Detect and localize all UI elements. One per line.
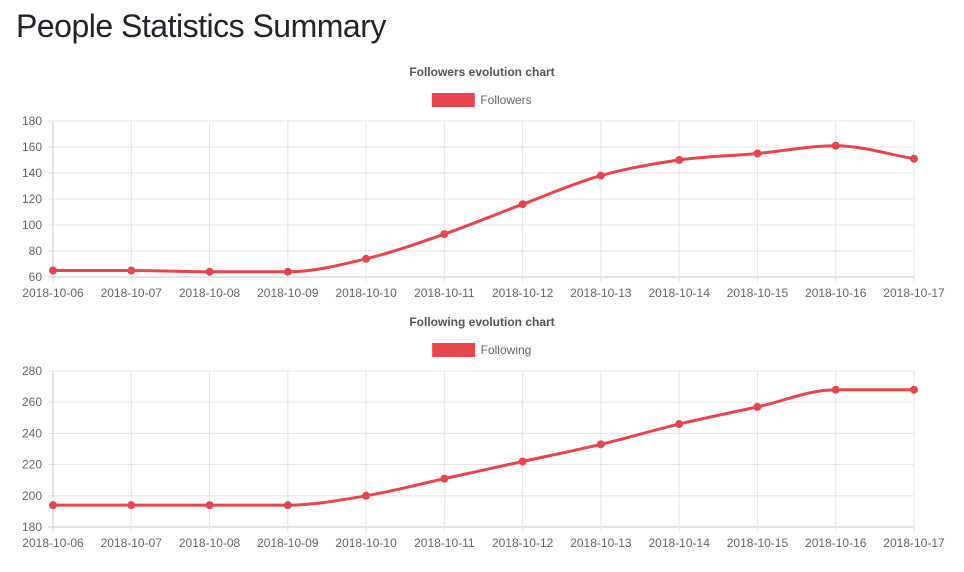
data-point[interactable] (910, 385, 918, 394)
x-tick-label: 2018-10-06 (22, 286, 84, 300)
series-line (51, 388, 916, 507)
data-point[interactable] (518, 200, 527, 209)
y-tick-label: 220 (22, 458, 42, 472)
data-point[interactable] (440, 474, 449, 483)
x-tick-label: 2018-10-16 (805, 286, 867, 300)
x-tick-label: 2018-10-10 (335, 286, 397, 300)
chart-title: Followers evolution chart (409, 65, 554, 79)
data-point[interactable] (831, 385, 840, 394)
data-point[interactable] (596, 171, 605, 180)
page-title: People Statistics Summary (16, 8, 386, 44)
legend-label: Following (481, 343, 532, 357)
y-tick-label: 180 (22, 520, 42, 534)
x-tick-label: 2018-10-15 (727, 286, 789, 300)
x-tick-label: 2018-10-10 (335, 536, 397, 550)
x-tick-label: 2018-10-11 (414, 536, 475, 550)
x-tick-label: 2018-10-17 (883, 536, 945, 550)
followers-chart: Followers evolution chart Followers 60 80 10… (0, 58, 964, 308)
legend-swatch (431, 93, 475, 107)
data-point[interactable] (283, 501, 292, 510)
y-tick-label: 120 (22, 192, 42, 206)
y-tick-label: 160 (22, 140, 42, 154)
x-tick-label: 2018-10-06 (22, 536, 84, 550)
y-tick-label: 280 (22, 364, 42, 378)
data-point[interactable] (675, 156, 684, 164)
legend-label: Followers (480, 93, 531, 107)
y-tick-label: 200 (22, 489, 42, 503)
data-point[interactable] (362, 254, 371, 263)
chart-title: Following evolution chart (409, 315, 554, 329)
y-tick-label: 100 (22, 218, 42, 232)
data-point[interactable] (831, 141, 840, 150)
data-point[interactable] (910, 154, 918, 163)
x-tick-label: 2018-10-07 (101, 286, 163, 300)
following-chart: Following evolution chart Following 180 200… (0, 308, 964, 558)
y-tick-label: 260 (22, 395, 42, 409)
x-tick-label: 2018-10-12 (492, 536, 554, 550)
data-point[interactable] (753, 402, 762, 411)
data-point[interactable] (283, 267, 292, 276)
x-tick-label: 2018-10-14 (648, 536, 710, 550)
y-tick-label: 140 (22, 166, 42, 180)
following-chart-svg: Following evolution chart Following 180 200… (22, 315, 945, 550)
y-tick-label: 240 (22, 426, 42, 440)
x-tick-label: 2018-10-17 (883, 286, 945, 300)
x-tick-label: 2018-10-14 (648, 286, 710, 300)
legend-swatch (432, 343, 476, 357)
x-tick-label: 2018-10-15 (727, 536, 789, 550)
x-tick-label: 2018-10-07 (101, 536, 163, 550)
chart-legend[interactable]: Followers (431, 93, 532, 107)
x-tick-label: 2018-10-16 (805, 536, 867, 550)
followers-chart-svg: Followers evolution chart Followers 60 80 10… (22, 65, 945, 300)
x-tick-label: 2018-10-13 (570, 536, 632, 550)
data-point[interactable] (205, 267, 214, 276)
data-point[interactable] (518, 457, 527, 466)
x-tick-label: 2018-10-09 (257, 286, 319, 300)
data-point[interactable] (596, 440, 605, 449)
y-tick-label: 180 (22, 114, 42, 128)
data-point[interactable] (49, 501, 57, 510)
y-tick-label: 60 (29, 270, 43, 284)
data-point[interactable] (440, 230, 449, 239)
y-tick-label: 80 (29, 244, 43, 258)
data-point[interactable] (49, 266, 57, 275)
x-tick-label: 2018-10-12 (492, 286, 554, 300)
x-tick-label: 2018-10-08 (179, 536, 241, 550)
x-tick-label: 2018-10-09 (257, 536, 319, 550)
data-point[interactable] (205, 501, 214, 510)
data-point[interactable] (127, 501, 136, 510)
data-point[interactable] (753, 149, 762, 158)
x-tick-label: 2018-10-13 (570, 286, 632, 300)
data-point[interactable] (675, 420, 684, 429)
chart-legend[interactable]: Following (432, 343, 532, 357)
x-tick-label: 2018-10-11 (414, 286, 475, 300)
series-line (51, 144, 916, 274)
data-point[interactable] (362, 491, 371, 500)
x-tick-label: 2018-10-08 (179, 286, 241, 300)
data-point[interactable] (127, 266, 136, 275)
